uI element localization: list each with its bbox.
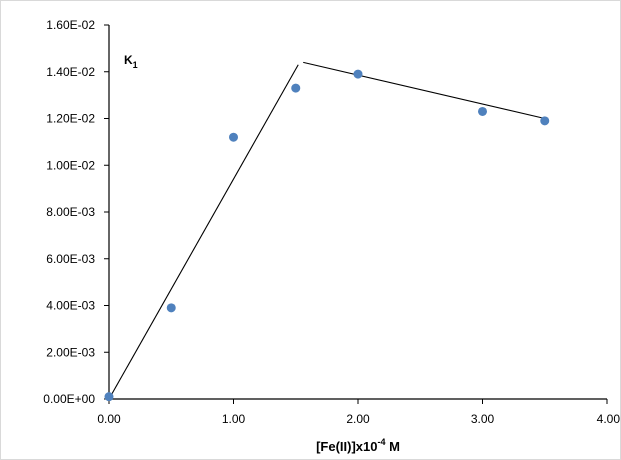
x-tick-label: 4.00 <box>597 412 621 426</box>
data-points <box>105 70 550 402</box>
data-point <box>540 116 549 125</box>
data-point <box>167 303 176 312</box>
x-tick-label: 0.00 <box>97 412 121 426</box>
x-tick-label: 3.00 <box>471 412 495 426</box>
y-tick-label: 8.00E-03 <box>46 205 95 219</box>
y-tick-label: 1.00E-02 <box>46 158 95 172</box>
data-point <box>105 392 114 401</box>
x-tick-label: 2.00 <box>346 412 370 426</box>
data-point <box>478 107 487 116</box>
trendline <box>303 62 545 118</box>
y-axis: 0.00E+00 2.00E-03 4.00E-03 6.00E-03 8.00E-03… <box>43 18 109 406</box>
data-point <box>354 70 363 79</box>
y-tick-label: 1.40E-02 <box>46 65 95 79</box>
trendline <box>109 65 298 399</box>
y-tick-label: 1.20E-02 <box>46 112 95 126</box>
data-point <box>229 133 238 142</box>
data-point <box>291 84 300 93</box>
y-tick-label: 2.00E-03 <box>46 345 95 359</box>
y-axis-label: K1 <box>124 53 138 70</box>
y-tick-label: 6.00E-03 <box>46 252 95 266</box>
y-tick-label: 0.00E+00 <box>43 392 95 406</box>
x-tick-label: 1.00 <box>222 412 246 426</box>
y-tick-label: 4.00E-03 <box>46 299 95 313</box>
y-tick-label: 1.60E-02 <box>46 18 95 32</box>
x-axis: 0.00 1.00 2.00 3.00 4.00 <box>97 399 620 426</box>
x-axis-label: [Fe(II)]x10-4 M <box>316 437 400 454</box>
